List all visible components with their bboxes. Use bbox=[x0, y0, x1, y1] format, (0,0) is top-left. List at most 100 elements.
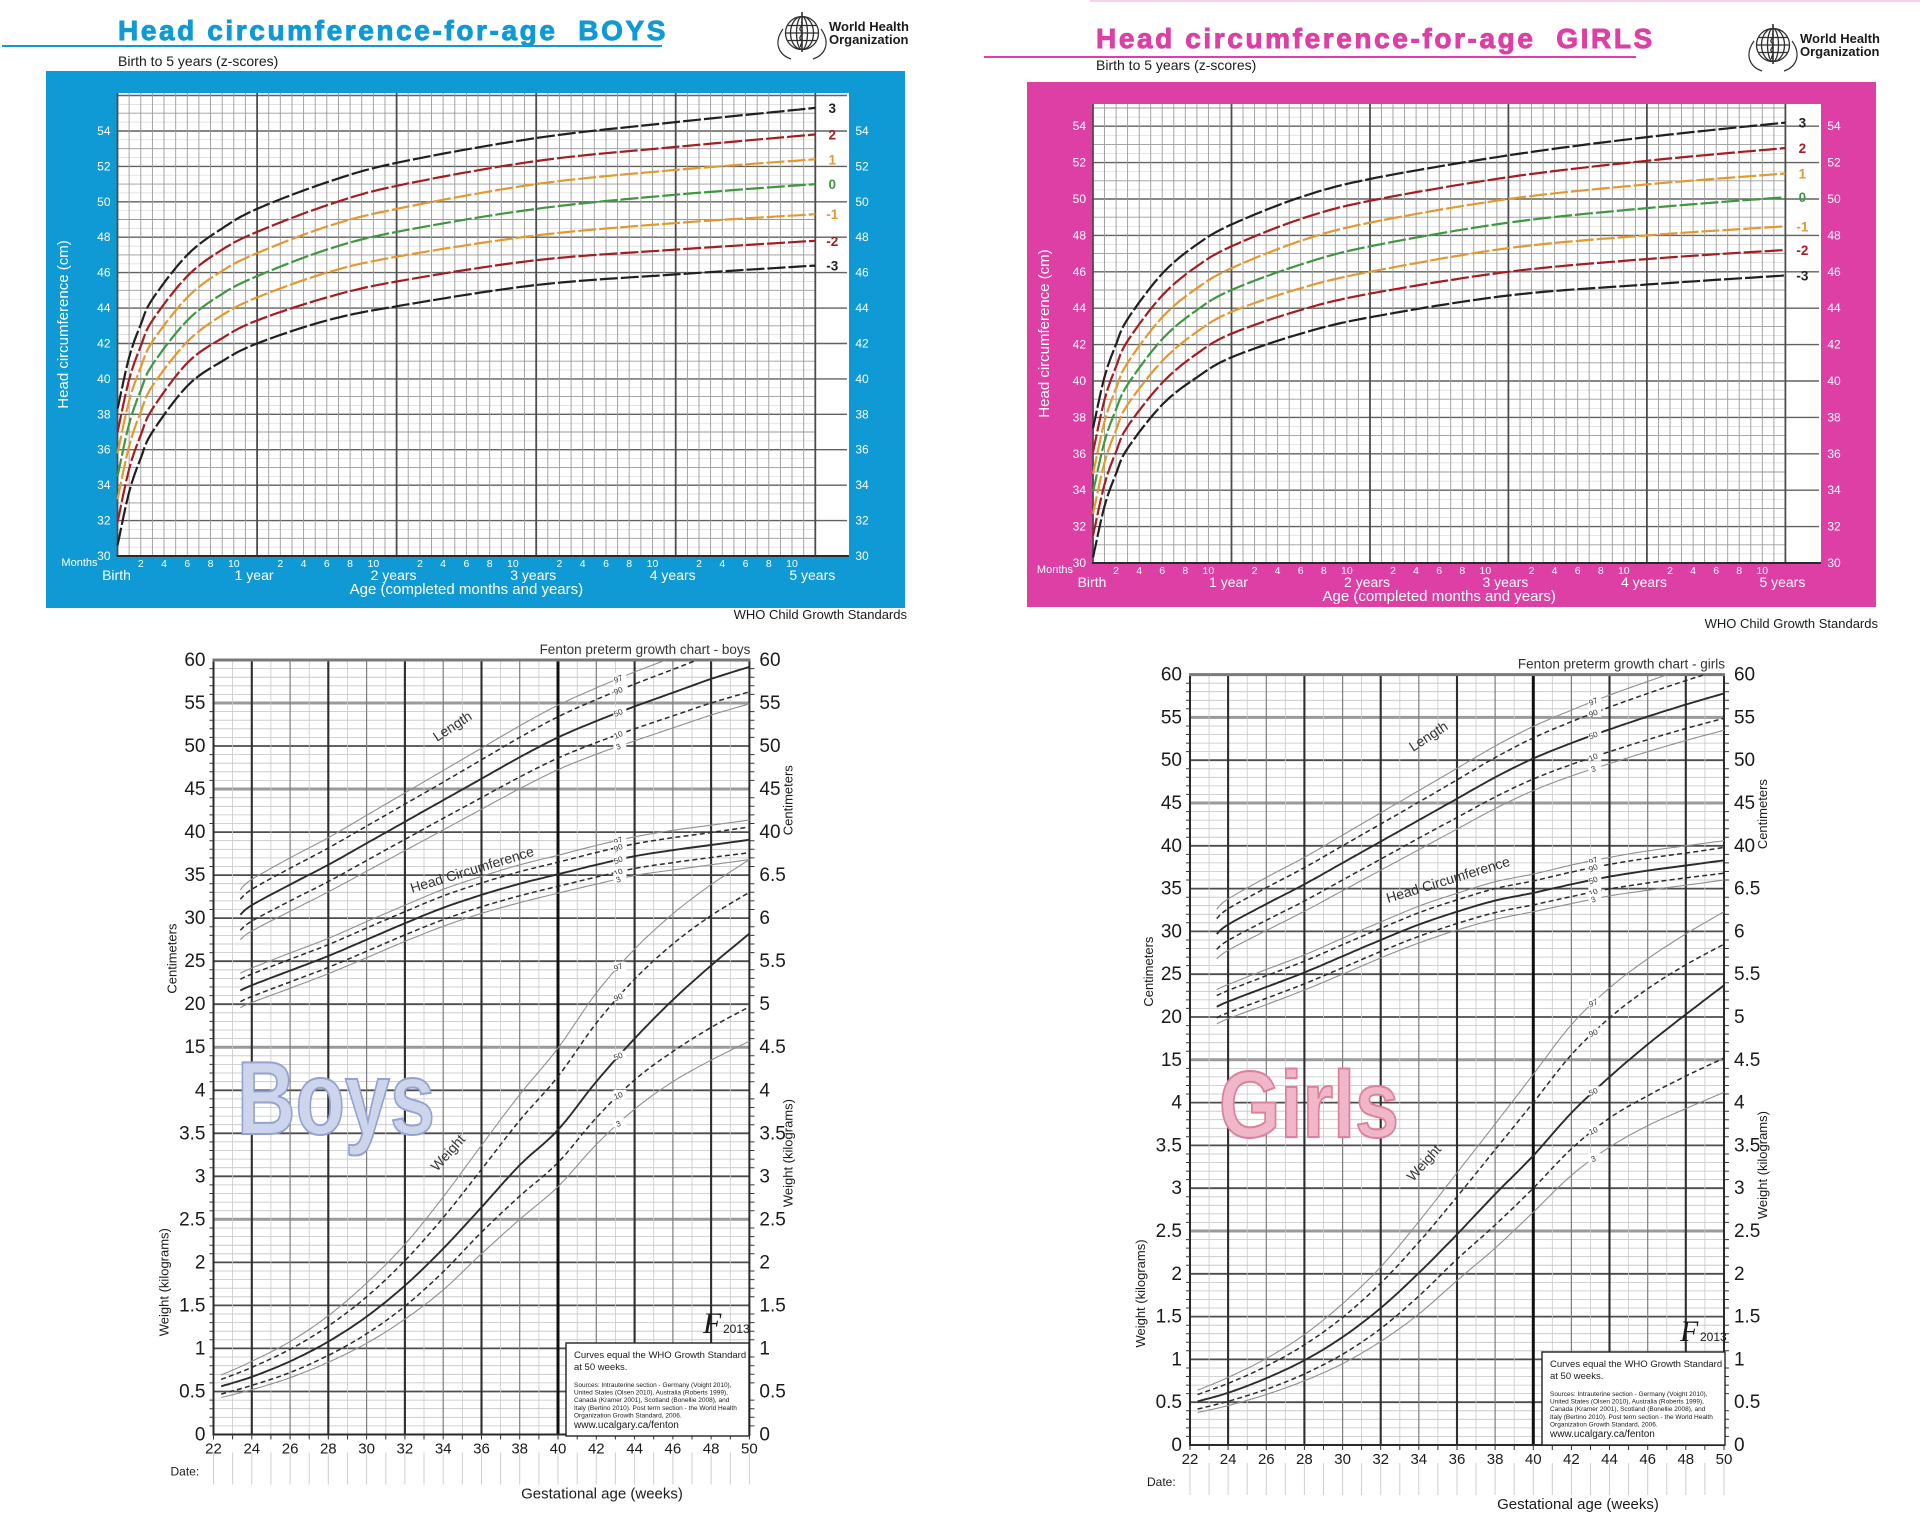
svg-text:0.5: 0.5 bbox=[759, 1382, 785, 1403]
svg-text:Boys: Boys bbox=[237, 1041, 435, 1157]
svg-text:48: 48 bbox=[855, 230, 869, 244]
svg-text:34: 34 bbox=[435, 1441, 452, 1458]
svg-text:6: 6 bbox=[324, 558, 330, 570]
svg-text:-1: -1 bbox=[1796, 219, 1808, 234]
svg-text:24: 24 bbox=[1220, 1451, 1237, 1468]
svg-text:Birth: Birth bbox=[102, 567, 131, 583]
svg-text:3: 3 bbox=[615, 742, 623, 752]
svg-text:42: 42 bbox=[1563, 1451, 1580, 1468]
svg-text:8: 8 bbox=[347, 558, 353, 570]
svg-text:32: 32 bbox=[1372, 1451, 1389, 1468]
svg-text:10: 10 bbox=[613, 1090, 625, 1102]
svg-text:46: 46 bbox=[665, 1441, 682, 1458]
svg-text:90: 90 bbox=[613, 685, 625, 697]
svg-text:0.5: 0.5 bbox=[1156, 1392, 1182, 1413]
svg-text:44: 44 bbox=[1601, 1451, 1618, 1468]
svg-text:3: 3 bbox=[1799, 116, 1807, 131]
svg-text:42: 42 bbox=[588, 1441, 605, 1458]
svg-text:United States (Olsen 2010), Au: United States (Olsen 2010), Australia (R… bbox=[1550, 1399, 1704, 1406]
svg-text:34: 34 bbox=[1410, 1451, 1427, 1468]
svg-text:6: 6 bbox=[1436, 565, 1442, 577]
svg-text:32: 32 bbox=[855, 514, 869, 528]
svg-text:WHO Child Growth Standards: WHO Child Growth Standards bbox=[734, 607, 908, 622]
svg-text:60: 60 bbox=[184, 650, 205, 671]
svg-text:1: 1 bbox=[195, 1338, 206, 1359]
svg-text:3: 3 bbox=[195, 1166, 206, 1187]
svg-text:60: 60 bbox=[759, 650, 780, 671]
svg-text:30: 30 bbox=[855, 549, 869, 563]
svg-text:4: 4 bbox=[1413, 565, 1419, 577]
svg-text:0: 0 bbox=[1171, 1435, 1182, 1456]
svg-text:-3: -3 bbox=[1796, 268, 1808, 283]
svg-text:Organization: Organization bbox=[1800, 44, 1880, 59]
svg-text:4.5: 4.5 bbox=[759, 1037, 785, 1058]
svg-text:46: 46 bbox=[855, 266, 869, 280]
svg-text:2013: 2013 bbox=[723, 1322, 750, 1336]
svg-text:48: 48 bbox=[1827, 228, 1841, 242]
svg-text:10: 10 bbox=[786, 558, 798, 570]
svg-text:32: 32 bbox=[397, 1441, 414, 1458]
svg-text:3: 3 bbox=[759, 1166, 770, 1187]
svg-text:1: 1 bbox=[1799, 167, 1807, 182]
svg-text:Centimeters: Centimeters bbox=[1755, 779, 1770, 850]
svg-text:26: 26 bbox=[282, 1441, 299, 1458]
svg-text:4: 4 bbox=[1171, 1093, 1182, 1114]
svg-text:2.5: 2.5 bbox=[1734, 1221, 1760, 1242]
svg-text:1.5: 1.5 bbox=[759, 1295, 785, 1316]
svg-text:26: 26 bbox=[1258, 1451, 1275, 1468]
svg-text:34: 34 bbox=[855, 478, 869, 492]
svg-text:www.ucalgary.ca/fenton: www.ucalgary.ca/fenton bbox=[1549, 1429, 1655, 1440]
svg-text:34: 34 bbox=[1827, 483, 1841, 497]
svg-text:Birth: Birth bbox=[1078, 574, 1107, 590]
svg-text:3.5: 3.5 bbox=[1156, 1135, 1182, 1156]
svg-text:22: 22 bbox=[1182, 1451, 1199, 1468]
svg-text:50: 50 bbox=[1734, 750, 1755, 771]
svg-text:Weight (kilograms): Weight (kilograms) bbox=[1755, 1111, 1770, 1219]
svg-text:25: 25 bbox=[1161, 964, 1182, 985]
svg-text:Months: Months bbox=[1037, 564, 1074, 576]
svg-text:50: 50 bbox=[1827, 192, 1841, 206]
svg-text:45: 45 bbox=[184, 779, 205, 800]
svg-text:90: 90 bbox=[1588, 862, 1600, 874]
svg-text:6: 6 bbox=[1713, 565, 1719, 577]
svg-text:Head circumference-for-age GI: Head circumference-for-age GIRLS bbox=[1096, 23, 1655, 54]
svg-text:40: 40 bbox=[550, 1441, 567, 1458]
svg-text:-2: -2 bbox=[826, 234, 838, 249]
svg-text:32: 32 bbox=[1827, 520, 1841, 534]
svg-text:Birth to 5 years (z-scores): Birth to 5 years (z-scores) bbox=[1096, 57, 1256, 73]
svg-text:36: 36 bbox=[1449, 1451, 1466, 1468]
svg-text:Curves equal the WHO Growth St: Curves equal the WHO Growth Standard bbox=[1550, 1359, 1722, 1370]
svg-text:1.5: 1.5 bbox=[179, 1295, 205, 1316]
svg-text:Organization: Organization bbox=[829, 32, 909, 47]
svg-text:20: 20 bbox=[184, 994, 205, 1015]
svg-text:90: 90 bbox=[1588, 1027, 1600, 1039]
svg-text:8: 8 bbox=[626, 558, 632, 570]
svg-text:-2: -2 bbox=[1796, 243, 1808, 258]
svg-text:40: 40 bbox=[855, 372, 869, 386]
svg-text:50: 50 bbox=[759, 736, 780, 757]
svg-text:Date:: Date: bbox=[171, 1465, 200, 1479]
svg-text:50: 50 bbox=[1588, 874, 1600, 886]
svg-text:45: 45 bbox=[1161, 793, 1182, 814]
svg-text:0: 0 bbox=[195, 1425, 206, 1446]
svg-text:10: 10 bbox=[1480, 565, 1492, 577]
svg-text:2: 2 bbox=[1799, 141, 1807, 156]
svg-text:6.5: 6.5 bbox=[759, 865, 785, 886]
svg-text:50: 50 bbox=[613, 1050, 625, 1062]
svg-text:28: 28 bbox=[320, 1441, 337, 1458]
svg-text:5.5: 5.5 bbox=[1734, 964, 1760, 985]
svg-text:8: 8 bbox=[1182, 565, 1188, 577]
svg-text:10: 10 bbox=[228, 558, 240, 570]
svg-text:6: 6 bbox=[759, 908, 770, 929]
svg-text:54: 54 bbox=[1073, 119, 1087, 133]
svg-text:48: 48 bbox=[97, 230, 111, 244]
svg-text:6: 6 bbox=[1734, 921, 1745, 942]
svg-text:Months: Months bbox=[61, 557, 98, 569]
svg-text:Head circumference-for-age BO: Head circumference-for-age BOYS bbox=[118, 15, 668, 46]
svg-text:42: 42 bbox=[97, 337, 111, 351]
svg-text:44: 44 bbox=[1827, 301, 1841, 315]
svg-text:55: 55 bbox=[1734, 707, 1755, 728]
svg-text:28: 28 bbox=[1296, 1451, 1313, 1468]
svg-text:97: 97 bbox=[613, 961, 625, 973]
svg-text:6: 6 bbox=[1159, 565, 1165, 577]
